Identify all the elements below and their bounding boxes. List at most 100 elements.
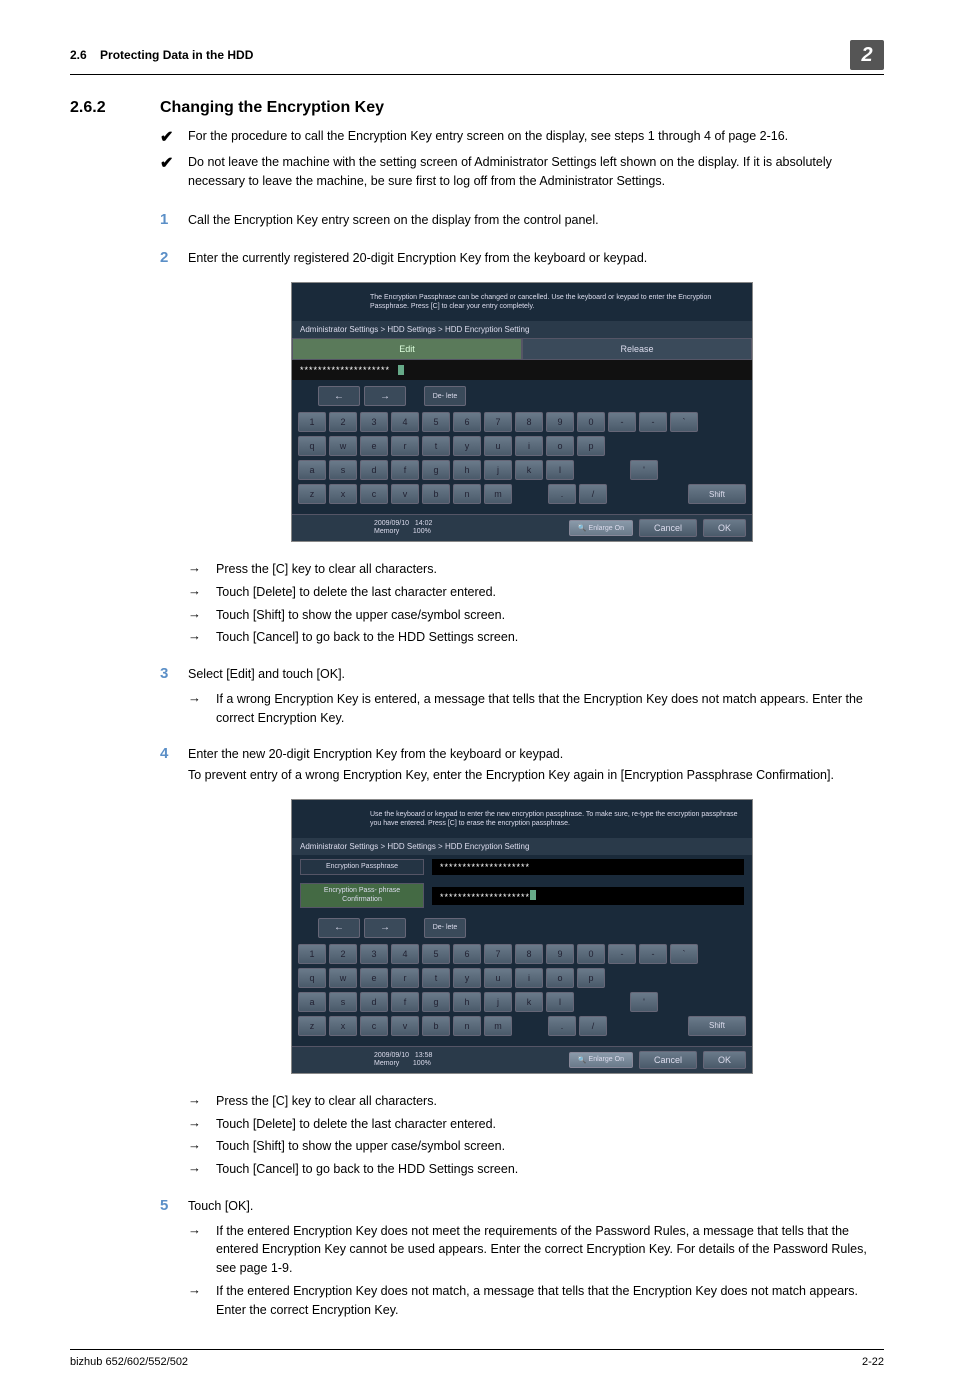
key-l[interactable]: l (546, 460, 574, 480)
key-w[interactable]: w (329, 968, 357, 988)
key-a[interactable]: a (298, 460, 326, 480)
key-h[interactable]: h (453, 992, 481, 1012)
field-label-confirm[interactable]: Encryption Pass- phrase Confirmation (300, 883, 424, 908)
key-b[interactable]: b (422, 484, 450, 504)
field-value-confirm[interactable]: ******************** (432, 887, 744, 905)
cancel-button[interactable]: Cancel (639, 1051, 697, 1069)
key-z[interactable]: z (298, 1016, 326, 1036)
key-/[interactable]: / (579, 484, 607, 504)
key-f[interactable]: f (391, 460, 419, 480)
key-e[interactable]: e (360, 968, 388, 988)
ok-button[interactable]: OK (703, 519, 746, 537)
key-j[interactable]: j (484, 460, 512, 480)
key-0[interactable]: 0 (577, 944, 605, 964)
key-8[interactable]: 8 (515, 944, 543, 964)
key-m[interactable]: m (484, 484, 512, 504)
key-d[interactable]: d (360, 460, 388, 480)
key-c[interactable]: c (360, 1016, 388, 1036)
key-7[interactable]: 7 (484, 412, 512, 432)
key-b[interactable]: b (422, 1016, 450, 1036)
key-8[interactable]: 8 (515, 412, 543, 432)
shift-button[interactable]: Shift (688, 484, 746, 504)
key-/[interactable]: / (579, 1016, 607, 1036)
key-i[interactable]: i (515, 436, 543, 456)
key--[interactable]: - (639, 944, 667, 964)
key-g[interactable]: g (422, 460, 450, 480)
enlarge-button[interactable]: 🔍 Enlarge On (569, 1052, 633, 1068)
ok-button[interactable]: OK (703, 1051, 746, 1069)
key-n[interactable]: n (453, 1016, 481, 1036)
key-`[interactable]: ` (670, 412, 698, 432)
key-s[interactable]: s (329, 992, 357, 1012)
enlarge-button[interactable]: 🔍 Enlarge On (569, 520, 633, 536)
key-5[interactable]: 5 (422, 944, 450, 964)
key-e[interactable]: e (360, 436, 388, 456)
key-n[interactable]: n (453, 484, 481, 504)
arrow-left-button[interactable]: ← (318, 386, 360, 406)
key-.[interactable]: . (548, 1016, 576, 1036)
arrow-right-button[interactable]: → (364, 918, 406, 938)
key-p[interactable]: p (577, 436, 605, 456)
key-p[interactable]: p (577, 968, 605, 988)
input-field[interactable]: ******************** (292, 360, 752, 380)
delete-button[interactable]: De- lete (424, 918, 466, 938)
delete-button[interactable]: De- lete (424, 386, 466, 406)
key-apostrophe[interactable]: ' (630, 460, 658, 480)
key-1[interactable]: 1 (298, 412, 326, 432)
key-v[interactable]: v (391, 1016, 419, 1036)
key-u[interactable]: u (484, 436, 512, 456)
key-q[interactable]: q (298, 436, 326, 456)
key-r[interactable]: r (391, 436, 419, 456)
key-k[interactable]: k (515, 992, 543, 1012)
key-c[interactable]: c (360, 484, 388, 504)
key-0[interactable]: 0 (577, 412, 605, 432)
key-d[interactable]: d (360, 992, 388, 1012)
key-y[interactable]: y (453, 968, 481, 988)
key-6[interactable]: 6 (453, 412, 481, 432)
arrow-right-button[interactable]: → (364, 386, 406, 406)
key-o[interactable]: o (546, 436, 574, 456)
key-.[interactable]: . (548, 484, 576, 504)
key-2[interactable]: 2 (329, 412, 357, 432)
tab-release[interactable]: Release (522, 338, 752, 360)
key-3[interactable]: 3 (360, 944, 388, 964)
key-y[interactable]: y (453, 436, 481, 456)
key-o[interactable]: o (546, 968, 574, 988)
key--[interactable]: - (608, 944, 636, 964)
key-x[interactable]: x (329, 1016, 357, 1036)
key-v[interactable]: v (391, 484, 419, 504)
key-9[interactable]: 9 (546, 944, 574, 964)
key-t[interactable]: t (422, 968, 450, 988)
key-7[interactable]: 7 (484, 944, 512, 964)
key-4[interactable]: 4 (391, 944, 419, 964)
key--[interactable]: - (639, 412, 667, 432)
key-9[interactable]: 9 (546, 412, 574, 432)
key-a[interactable]: a (298, 992, 326, 1012)
key-t[interactable]: t (422, 436, 450, 456)
tab-edit[interactable]: Edit (292, 338, 522, 360)
key-q[interactable]: q (298, 968, 326, 988)
key-r[interactable]: r (391, 968, 419, 988)
key-2[interactable]: 2 (329, 944, 357, 964)
key-`[interactable]: ` (670, 944, 698, 964)
key-i[interactable]: i (515, 968, 543, 988)
key-k[interactable]: k (515, 460, 543, 480)
key-j[interactable]: j (484, 992, 512, 1012)
field-value-passphrase[interactable]: ******************** (432, 859, 744, 875)
cancel-button[interactable]: Cancel (639, 519, 697, 537)
key-u[interactable]: u (484, 968, 512, 988)
field-label-passphrase[interactable]: Encryption Passphrase (300, 859, 424, 875)
key-w[interactable]: w (329, 436, 357, 456)
key-z[interactable]: z (298, 484, 326, 504)
key-4[interactable]: 4 (391, 412, 419, 432)
shift-button[interactable]: Shift (688, 1016, 746, 1036)
arrow-left-button[interactable]: ← (318, 918, 360, 938)
key-6[interactable]: 6 (453, 944, 481, 964)
key-f[interactable]: f (391, 992, 419, 1012)
key-3[interactable]: 3 (360, 412, 388, 432)
key-g[interactable]: g (422, 992, 450, 1012)
key--[interactable]: - (608, 412, 636, 432)
key-1[interactable]: 1 (298, 944, 326, 964)
key-s[interactable]: s (329, 460, 357, 480)
key-5[interactable]: 5 (422, 412, 450, 432)
